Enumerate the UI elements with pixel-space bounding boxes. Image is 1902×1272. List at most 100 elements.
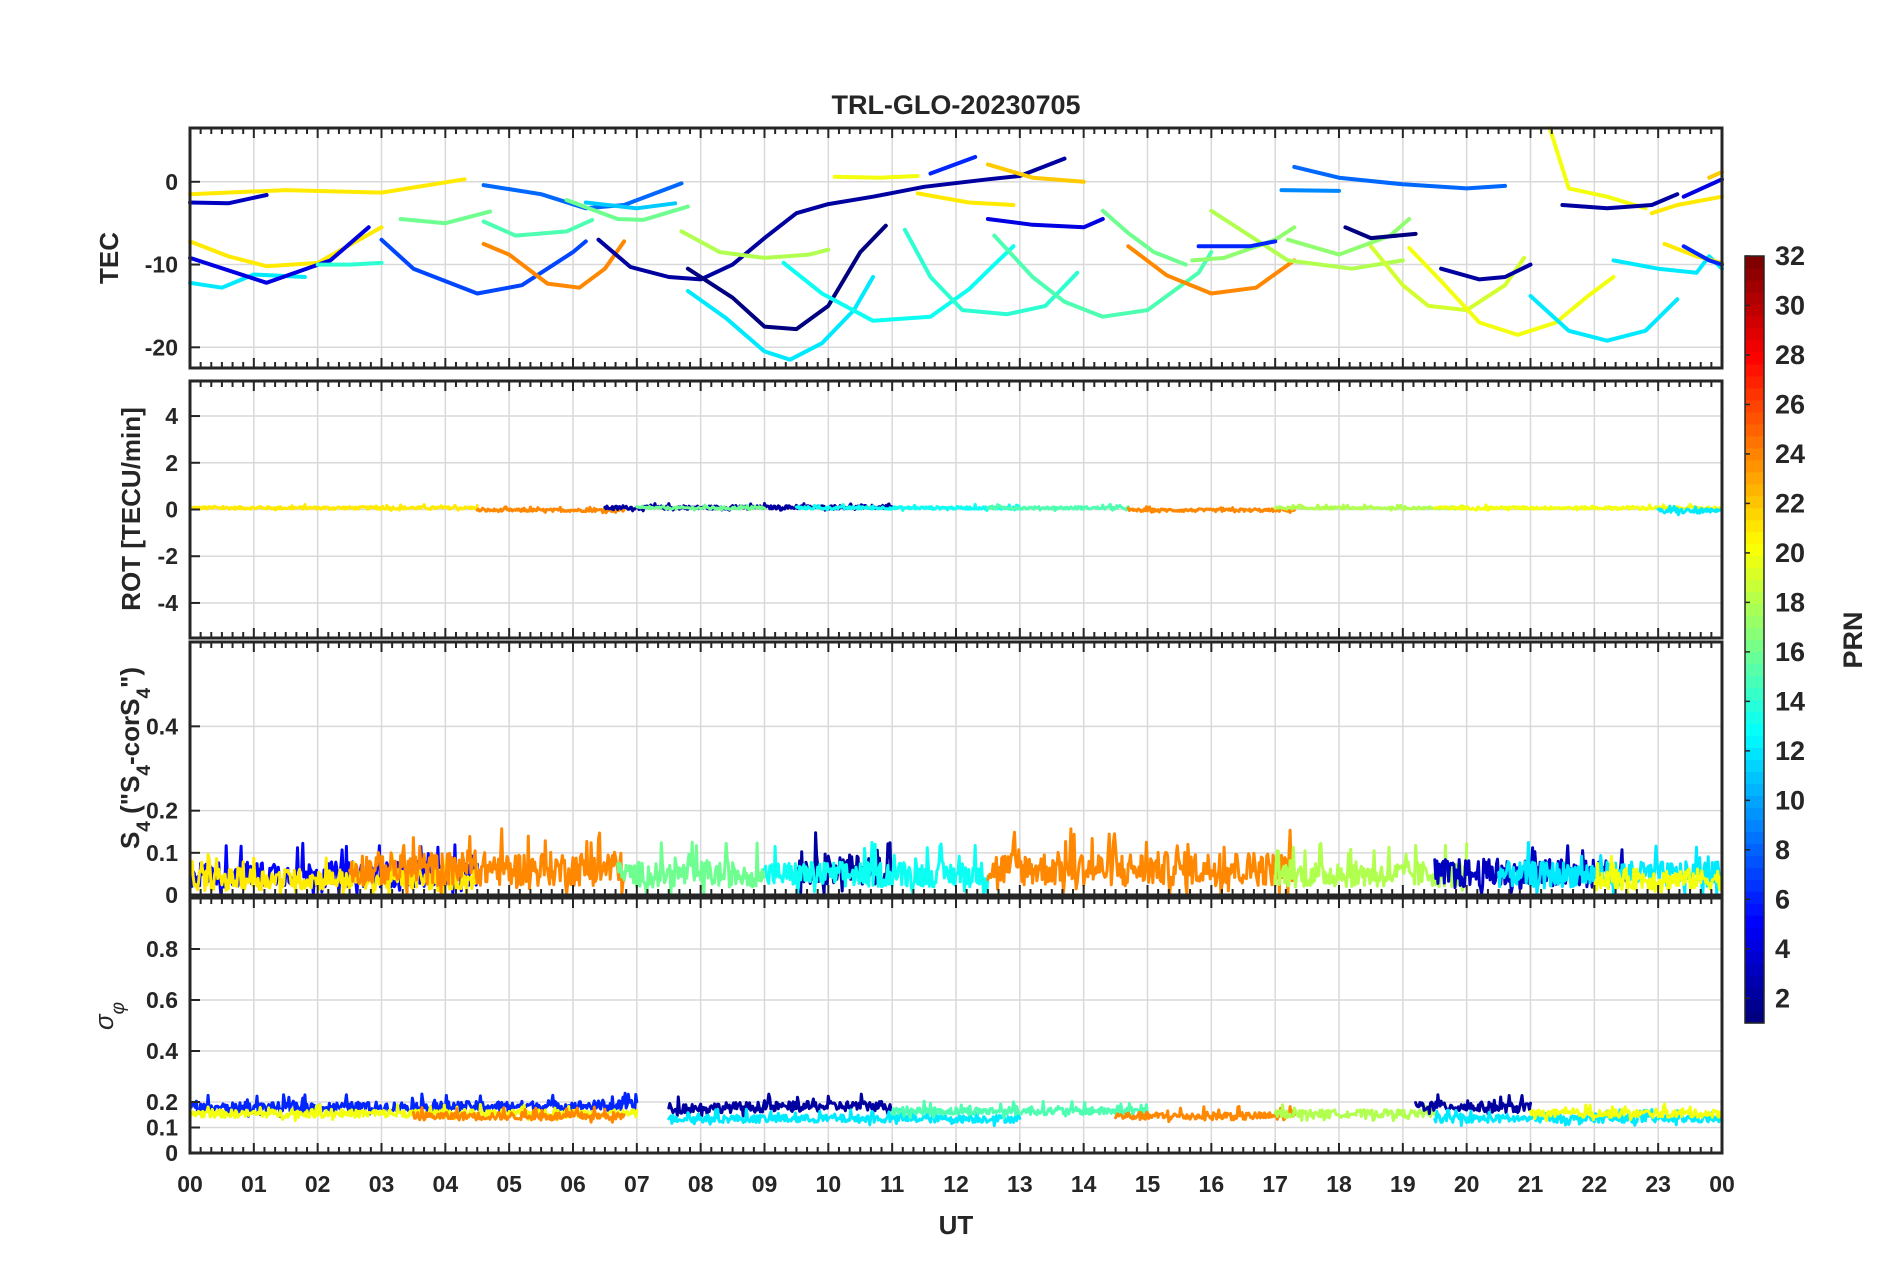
- x-axis-tick-labels: 00 01 02 03 04 05 06 07 08 09 10 11 12 13 14 15 16 17 18 19…: [177, 1171, 1735, 1197]
- rot-y-axis-label: ROT [TECU/min]: [116, 407, 146, 611]
- tec-series-prn-4: [985, 217, 1105, 230]
- rot-series-prn-12: [1656, 504, 1724, 517]
- colorbar-band: [1745, 699, 1764, 713]
- rot-series-prn-13: [794, 502, 1022, 512]
- tec-axes-frame: [188, 126, 1724, 370]
- x-tick-label: 02: [305, 1171, 331, 1197]
- colorbar-band: [1745, 999, 1764, 1012]
- colorbar-band: [1745, 627, 1764, 641]
- rot-series-prn-21: [188, 503, 479, 512]
- sigma-series-prn-24: [411, 1105, 626, 1124]
- tec-series-prn-21: [188, 177, 467, 197]
- colorbar-band: [1745, 783, 1764, 796]
- rot-series-prn-24: [475, 505, 626, 515]
- colorbar-band: [1745, 435, 1764, 449]
- colorbar-tick-label: 2: [1775, 983, 1790, 1013]
- x-tick-label: 10: [816, 1171, 842, 1197]
- sigma-series: [188, 1091, 1724, 1128]
- tec-series-prn-16: [398, 209, 492, 226]
- sigma-panel: 0.8 0.6 0.4 0.20.10 σφ: [89, 896, 1724, 1166]
- colorbar-band: [1745, 531, 1764, 545]
- colorbar-band: [1745, 399, 1764, 413]
- colorbar-tick-label: 12: [1775, 736, 1805, 766]
- tec-series-prn-6: [928, 155, 978, 176]
- tec-series-prn-24: [481, 239, 627, 290]
- rot-series-prn-16: [635, 503, 766, 512]
- tec-series-prn-21: [1649, 194, 1724, 216]
- colorbar-band: [1745, 831, 1764, 844]
- tec-gridlines: [189, 128, 1723, 368]
- tec-series-prn-7: [379, 237, 588, 296]
- colorbar-frame: [1744, 255, 1765, 1024]
- colorbar-tick-label: 28: [1775, 340, 1805, 370]
- colorbar-band: [1745, 447, 1764, 461]
- tec-series-prn-21: [915, 191, 1016, 207]
- colorbar-band: [1745, 687, 1764, 701]
- colorbar-band: [1745, 291, 1764, 305]
- colorbar-band: [1745, 903, 1764, 916]
- s4-y-tick-labels: 0.4 0.2 0.1 0: [146, 713, 200, 908]
- tec-series-prn-16: [564, 198, 690, 222]
- rot-series-prn-15: [986, 502, 1130, 512]
- colorbar-band: [1745, 387, 1764, 401]
- colorbar-band: [1745, 927, 1764, 940]
- rot-y-tick-labels: 4 2 0 -2 -4: [158, 403, 200, 616]
- sigma-series-prn-24: [1114, 1104, 1296, 1124]
- colorbar-band: [1745, 279, 1764, 293]
- tec-series-prn-6: [1681, 244, 1724, 267]
- s4-series-prn-24: [986, 827, 1296, 896]
- tec-series-prn-3: [188, 193, 269, 206]
- s4-y-tick-label: 0.4: [146, 713, 178, 739]
- rot-y-tick-label: -4: [158, 590, 179, 616]
- colorbar-band: [1745, 579, 1764, 593]
- colorbar-tick-label: 20: [1775, 538, 1805, 568]
- colorbar-band: [1745, 507, 1764, 521]
- colorbar-band: [1745, 891, 1764, 904]
- tec-series-prn-16: [1100, 208, 1188, 267]
- tec-series-prn-2: [1439, 262, 1533, 282]
- colorbar-band: [1745, 963, 1764, 976]
- colorbar-band: [1745, 567, 1764, 581]
- s4-y-tick-label: 0: [165, 882, 178, 908]
- tec-panel: 0 -10 -20 TEC: [94, 126, 1724, 370]
- sigma-series-prn-2: [1414, 1093, 1532, 1116]
- sigma-y-axis-label: σφ: [89, 1002, 129, 1030]
- x-tick-label: 00: [177, 1171, 203, 1197]
- colorbar-band: [1745, 987, 1764, 1000]
- colorbar-tick-label: 10: [1775, 785, 1805, 815]
- colorbar-band: [1745, 771, 1764, 784]
- colorbar-band: [1745, 795, 1764, 808]
- rot-y-tick-label: 0: [165, 497, 178, 523]
- colorbar-band: [1745, 879, 1764, 892]
- tec-series-prn-9: [1279, 188, 1341, 193]
- colorbar-tick-label: 8: [1775, 835, 1790, 865]
- tec-series-prn-18: [679, 229, 831, 260]
- tec-series-prn-18: [1209, 208, 1405, 271]
- s4-y-axis-label: S4 ("S4-corS4"): [115, 667, 155, 849]
- colorbar-band: [1745, 807, 1764, 820]
- colorbar-band: [1745, 483, 1764, 497]
- tec-series-prn-14: [315, 260, 384, 267]
- colorbar-band: [1745, 256, 1764, 269]
- rot-y-tick-label: 4: [165, 403, 178, 429]
- x-axis-label: UT: [939, 1210, 974, 1240]
- tec-series-prn-20: [832, 174, 920, 180]
- rot-y-tick-label: -2: [158, 543, 178, 569]
- tec-series-prn-15: [992, 233, 1214, 319]
- rot-y-tick-label: 2: [165, 450, 178, 476]
- sigma-series-prn-12: [667, 1107, 1022, 1128]
- tec-series-prn-1: [1343, 225, 1418, 241]
- tec-series-prn-14: [902, 227, 1080, 317]
- colorbar-band: [1745, 939, 1764, 952]
- colorbar-band: [1745, 423, 1764, 437]
- colorbar-gradient: [1745, 256, 1764, 1024]
- colorbar-band: [1745, 339, 1764, 353]
- sigma-y-tick-labels: 0.8 0.6 0.4 0.20.10: [146, 936, 200, 1166]
- colorbar-band: [1745, 759, 1764, 772]
- tec-series-prn-12: [188, 272, 307, 290]
- sigma-series-prn-15: [890, 1099, 1149, 1120]
- colorbar-band: [1745, 735, 1764, 748]
- colorbar-band: [1745, 363, 1764, 377]
